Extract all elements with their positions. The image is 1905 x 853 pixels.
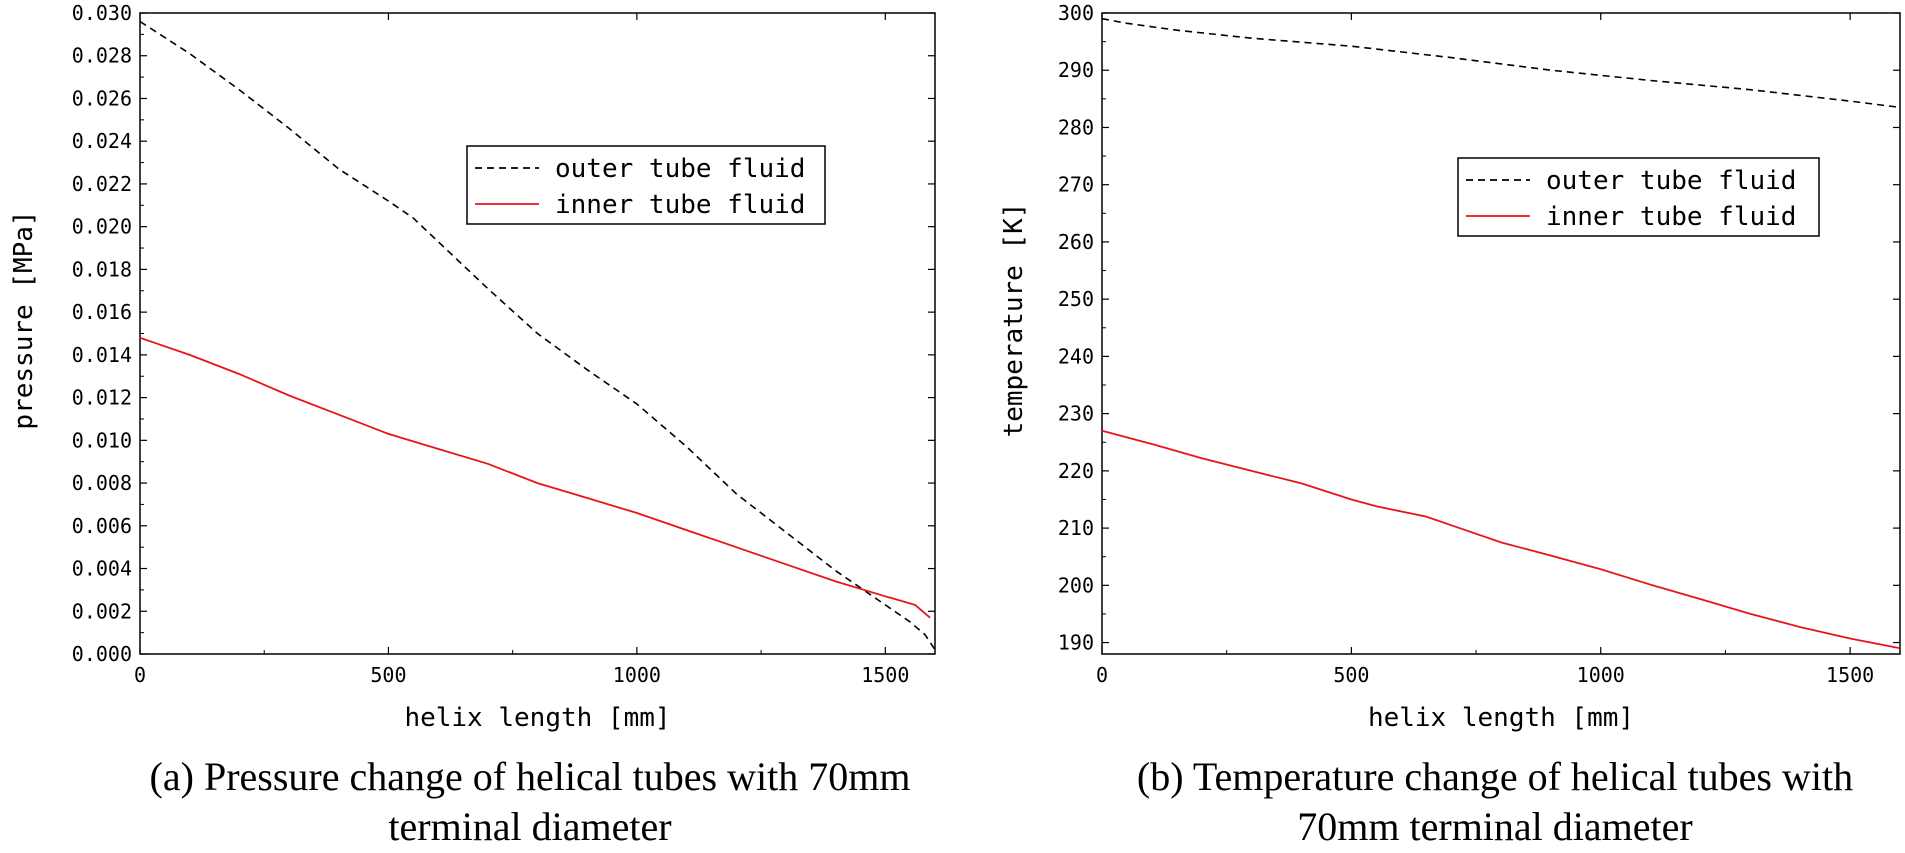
legend: outer tube fluid inner tube fluid xyxy=(466,145,826,225)
chart-pressure: 0.000 0.002 0.004 0.006 0.008 0.010 0.012 0.014… xyxy=(9,1,936,733)
x-tick-label: 1500 xyxy=(861,663,909,687)
y-tick-label: 240 xyxy=(1058,344,1094,368)
x-tick-label: 500 xyxy=(1333,663,1369,687)
y-tick-label: 0.012 xyxy=(72,386,132,410)
y-tick-label: 0.026 xyxy=(72,86,132,110)
x-axis-label: helix length [mm] xyxy=(1368,703,1634,733)
caption-b-line1: (b) Temperature change of helical tubes … xyxy=(1136,754,1854,799)
y-tick-label: 0.022 xyxy=(72,172,132,196)
x-tick-label: 0 xyxy=(134,663,146,687)
y-tick-label: 260 xyxy=(1058,230,1094,254)
y-tick-label: 200 xyxy=(1058,573,1094,597)
series-line-inner xyxy=(1101,429,1901,650)
y-tick-label: 0.000 xyxy=(72,642,132,666)
y-tick-label: 0.020 xyxy=(72,215,132,239)
y-tick-label: 0.004 xyxy=(72,557,132,581)
y-tick-label: 300 xyxy=(1058,1,1094,25)
legend: outer tube fluid inner tube fluid xyxy=(1457,157,1820,237)
series-line-outer xyxy=(1101,17,1901,109)
plot-frame xyxy=(1101,12,1901,655)
y-tick-label: 270 xyxy=(1058,173,1094,197)
y-tick-label: 0.018 xyxy=(72,257,132,281)
caption-a-line1: (a) Pressure change of helical tubes wit… xyxy=(149,754,911,799)
series-line-outer xyxy=(139,20,936,651)
legend-label: inner tube fluid xyxy=(555,190,805,220)
caption-b-line2: 70mm terminal diameter xyxy=(1297,804,1693,849)
legend-label: outer tube fluid xyxy=(1546,166,1796,196)
y-tick-label: 250 xyxy=(1058,287,1094,311)
y-tick-label: 190 xyxy=(1058,631,1094,655)
x-tick-label: 0 xyxy=(1096,663,1108,687)
x-tick-label: 500 xyxy=(370,663,406,687)
caption-b: (b) Temperature change of helical tubes … xyxy=(1085,752,1905,852)
y-axis-label: pressure [MPa] xyxy=(9,210,39,429)
y-tick-label: 210 xyxy=(1058,516,1094,540)
y-tick-label: 0.002 xyxy=(72,599,132,623)
y-tick-label: 0.008 xyxy=(72,471,132,495)
chart-temperature: 190 200 210 220 230 240 250 260 270 280 290 300 0 500… xyxy=(999,1,1901,733)
y-axis-label: temperature [K] xyxy=(999,203,1029,438)
x-tick-label: 1000 xyxy=(1577,663,1625,687)
y-tick-label: 0.028 xyxy=(72,44,132,68)
legend-label: inner tube fluid xyxy=(1546,202,1796,232)
x-tick-label: 1000 xyxy=(613,663,661,687)
x-tick-label: 1500 xyxy=(1826,663,1874,687)
y-tick-label: 280 xyxy=(1058,115,1094,139)
y-tick-label: 0.014 xyxy=(72,343,132,367)
series-line-inner xyxy=(139,336,931,619)
y-tick-label: 0.030 xyxy=(72,1,132,25)
legend-label: outer tube fluid xyxy=(555,154,805,184)
y-tick-label: 230 xyxy=(1058,402,1094,426)
y-tick-label: 290 xyxy=(1058,58,1094,82)
legend-box xyxy=(1457,157,1820,237)
caption-a: (a) Pressure change of helical tubes wit… xyxy=(100,752,960,852)
y-tick-label: 220 xyxy=(1058,459,1094,483)
x-axis-label: helix length [mm] xyxy=(404,703,670,733)
y-tick-label: 0.006 xyxy=(72,514,132,538)
legend-box xyxy=(466,145,826,225)
y-tick-label: 0.016 xyxy=(72,300,132,324)
y-tick-label: 0.024 xyxy=(72,129,132,153)
caption-a-line2: terminal diameter xyxy=(388,804,672,849)
y-tick-label: 0.010 xyxy=(72,428,132,452)
